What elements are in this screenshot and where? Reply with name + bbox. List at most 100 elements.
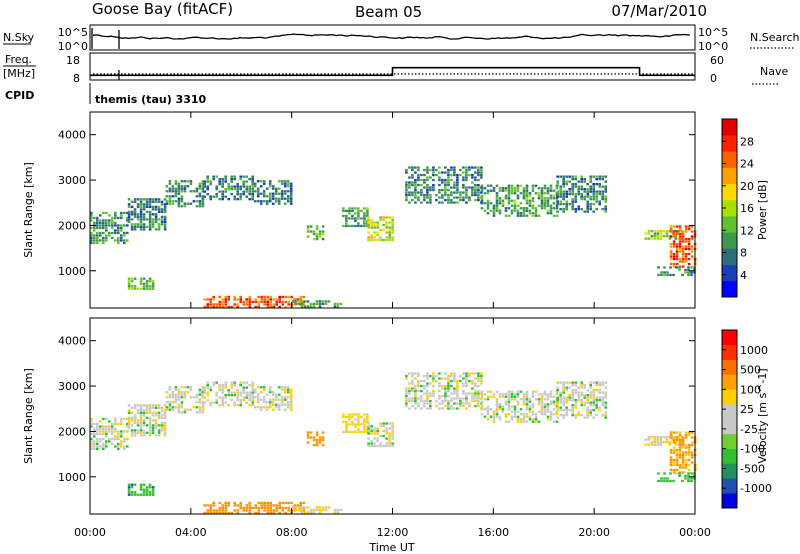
power-cell [284, 295, 287, 299]
velocity-cell [540, 408, 544, 411]
power-cell [269, 295, 272, 299]
velocity-cell [522, 403, 526, 406]
power-cell [604, 198, 607, 201]
power-cell [678, 247, 682, 251]
power-cell [376, 238, 379, 242]
velocity-cell [595, 389, 598, 392]
power-cell [405, 193, 408, 197]
velocity-cell [690, 453, 694, 457]
power-cell [367, 223, 370, 227]
velocity-cell [684, 451, 688, 454]
velocity-cell [151, 493, 155, 496]
velocity-cell [486, 398, 490, 401]
velocity-cell [495, 398, 499, 401]
velocity-cell [420, 407, 423, 410]
velocity-cell [549, 393, 553, 396]
velocity-cell [498, 408, 502, 411]
velocity-cell [215, 399, 218, 402]
power-cell [120, 216, 123, 220]
velocity-cell [571, 381, 574, 384]
power-cell [601, 198, 604, 201]
velocity-cell [456, 389, 459, 393]
velocity-cell [540, 403, 544, 406]
velocity-cell [522, 415, 526, 418]
velocity-cell [462, 404, 465, 408]
velocity-cell [321, 438, 325, 442]
velocity-cell [268, 406, 272, 409]
power-cell [251, 300, 254, 304]
velocity-cell [269, 504, 272, 507]
power-cell [669, 245, 673, 248]
power-cell [687, 273, 690, 277]
power-cell [363, 207, 366, 210]
velocity-cell [278, 501, 281, 505]
power-cell [444, 181, 447, 184]
velocity-cell [127, 488, 131, 491]
velocity-cell [516, 410, 520, 413]
velocity-cell [251, 506, 254, 510]
power-cell [495, 192, 499, 195]
velocity-cell [209, 386, 212, 389]
velocity-cell [268, 401, 272, 404]
velocity-cell [543, 403, 547, 406]
power-cell [456, 176, 459, 179]
power-cell [318, 230, 322, 233]
velocity-colorbar-swatch [722, 374, 737, 390]
velocity-cell [102, 427, 105, 431]
velocity-cell [151, 411, 155, 414]
power-cell [123, 241, 126, 245]
velocity-cell [111, 430, 114, 433]
power-cell [212, 295, 215, 299]
velocity-cell [577, 411, 580, 414]
velocity-cell [513, 398, 517, 401]
velocity-cell [163, 411, 167, 414]
velocity-cell [540, 395, 544, 398]
velocity-cell [549, 395, 553, 398]
velocity-cell [342, 415, 345, 419]
power-cell [192, 190, 196, 193]
velocity-cell [198, 388, 202, 391]
velocity-cell [426, 374, 429, 378]
velocity-cell [262, 406, 266, 409]
velocity-cell [465, 372, 468, 375]
velocity-cell [580, 391, 583, 394]
velocity-cell [583, 384, 586, 387]
velocity-cell [280, 388, 284, 391]
power-cell [283, 190, 287, 193]
power-cell [411, 191, 414, 194]
power-colorbar-swatch [722, 248, 737, 265]
power-cell [432, 188, 435, 192]
velocity-cell [248, 399, 251, 402]
velocity-cell [348, 415, 351, 419]
velocity-cell [574, 414, 577, 417]
power-cell [130, 210, 134, 213]
cpid-panel: CPID themis (tau) 3310 [5, 83, 207, 106]
velocity-cell [148, 404, 152, 407]
power-cell [690, 266, 693, 269]
velocity-cell [604, 404, 607, 407]
velocity-cell [531, 420, 535, 423]
power-cell [256, 190, 260, 193]
velocity-cell [251, 386, 254, 389]
velocity-cell [233, 381, 236, 384]
velocity-cell [513, 393, 517, 396]
power-cell [574, 210, 577, 213]
velocity-cell [417, 382, 420, 385]
velocity-cell [456, 397, 459, 400]
velocity-cell [351, 413, 354, 416]
power-cell [552, 189, 556, 192]
power-cell [248, 298, 251, 301]
velocity-cell [684, 433, 688, 437]
velocity-cell [426, 389, 429, 393]
power-cell [154, 213, 158, 216]
velocity-cell [306, 511, 310, 514]
velocity-cell [674, 441, 678, 444]
power-cell [653, 237, 657, 240]
power-cell [546, 209, 550, 212]
power-cell [546, 199, 550, 202]
velocity-cell [571, 399, 574, 402]
velocity-cell [480, 408, 484, 411]
velocity-cell [239, 384, 242, 387]
power-colorbar-tick: 24 [740, 158, 754, 171]
velocity-cell [302, 501, 305, 505]
